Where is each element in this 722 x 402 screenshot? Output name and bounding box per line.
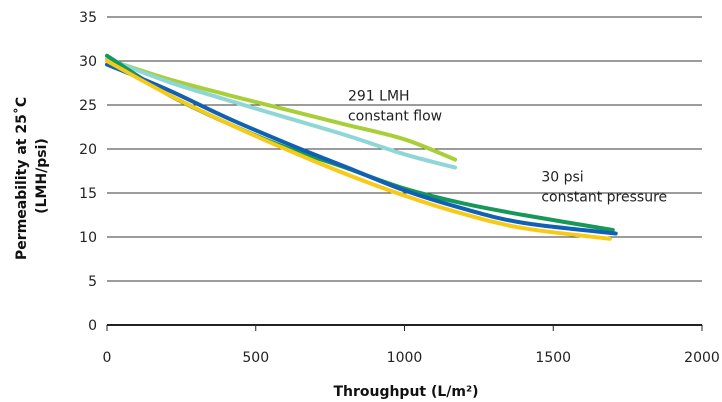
series-line-0 [105,57,458,162]
gridlines [107,16,702,282]
series-lines [105,53,618,241]
y-tick-label-6: 30 [79,54,97,70]
series-line-4 [105,59,612,241]
y-tick-label-7: 35 [79,10,97,26]
annotation-0-line-0: 291 LMH [348,89,410,105]
y-tick-labels: 0 5 10 15 20 25 30 35 [79,10,97,334]
y-axis-title-line-1: Permeability at 25˚C [13,97,30,260]
x-tick-label-1: 500 [242,350,269,366]
annotation-0: 291 LMH constant flow [348,89,442,125]
y-axis-title: Permeability at 25˚C (LMH/psi) [13,92,50,260]
y-tick-label-4: 20 [79,142,97,158]
y-tick-label-3: 15 [79,186,97,202]
x-tick-label-2: 1000 [387,350,423,366]
x-tick-labels: 0 500 1000 1500 2000 [103,350,720,366]
x-tick-label-0: 0 [103,350,112,366]
x-tick-label-3: 1500 [535,350,571,366]
series-line-1 [105,56,458,170]
annotation-1-line-0: 30 psi [541,170,583,186]
y-tick-label-5: 25 [79,98,97,114]
y-tick-label-2: 10 [79,230,97,246]
axes [106,324,703,331]
annotation-1: 30 psi constant pressure [541,170,667,206]
annotation-1-line-1: constant pressure [541,190,667,206]
annotation-0-line-1: constant flow [348,109,442,125]
x-tick-label-4: 2000 [684,350,720,366]
x-axis-title: Throughput (L/m²) [333,384,478,400]
y-tick-label-0: 0 [88,318,97,334]
y-axis-title-line-2: (LMH/psi) [34,138,50,214]
series-line-3 [105,62,618,236]
y-tick-label-1: 5 [88,274,97,290]
annotations: 291 LMH constant flow 30 psi constant press… [348,89,667,206]
